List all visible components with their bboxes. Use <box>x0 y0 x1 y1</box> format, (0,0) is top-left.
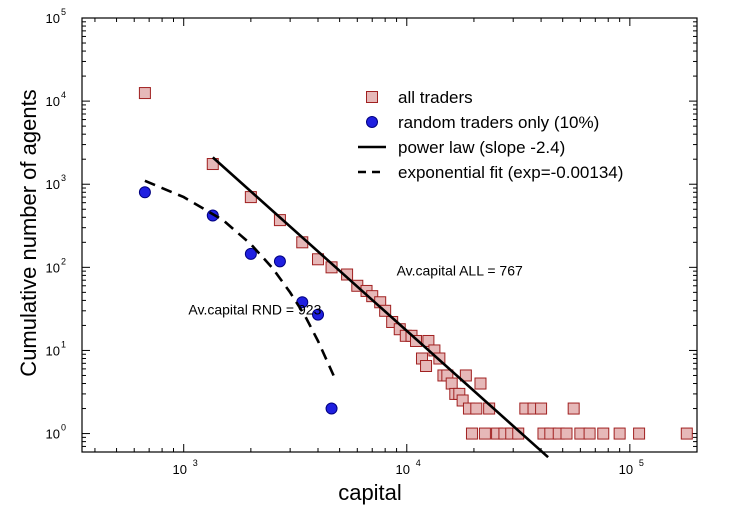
exponential-fit-line <box>144 179 335 377</box>
y-tick-exponent: 5 <box>61 7 66 17</box>
all-traders-point <box>613 427 626 440</box>
y-axis-label: Cumulative number of agents <box>16 89 41 376</box>
annotation-layer: Av.capital ALL = 767 Av.capital RND = 923 <box>188 262 523 317</box>
random-traders-point <box>325 402 338 415</box>
series-2 <box>211 156 549 459</box>
random-traders-point <box>138 186 151 199</box>
legend-label: all traders <box>398 88 473 107</box>
all-traders-point <box>410 334 423 347</box>
y-tick-label: 10 <box>46 177 60 192</box>
legend: all traders random traders only (10%) powe… <box>358 88 623 182</box>
x-axis-label: capital <box>338 480 402 505</box>
x-tick-exponent: 3 <box>193 458 198 468</box>
series-layer <box>138 87 693 459</box>
legend-label: power law (slope -2.4) <box>398 138 565 157</box>
all-traders-point <box>512 427 525 440</box>
all-traders-point <box>680 427 693 440</box>
plot-area <box>81 17 698 453</box>
x-tick-exponent: 5 <box>639 458 644 468</box>
x-tick-label: 10 <box>619 462 633 477</box>
all-traders-point <box>312 253 325 266</box>
x-tick-label: 10 <box>172 462 186 477</box>
all-traders-point <box>341 268 354 281</box>
series-1 <box>138 186 338 415</box>
y-tick-label: 10 <box>46 11 60 26</box>
all-traders-point <box>445 377 458 390</box>
y-tick-label: 10 <box>46 343 60 358</box>
all-traders-point <box>459 369 472 382</box>
random-traders-point <box>273 255 286 268</box>
all-traders-point <box>474 377 487 390</box>
series-3 <box>144 179 335 377</box>
all-traders-point <box>465 427 478 440</box>
all-traders-point <box>535 402 548 415</box>
y-tick-exponent: 2 <box>61 256 66 266</box>
all-traders-point <box>567 402 580 415</box>
legend-dot-marker <box>366 116 378 128</box>
all-traders-point <box>470 402 483 415</box>
all-traders-point <box>560 427 573 440</box>
legend-label: exponential fit (exp=-0.00134) <box>398 163 623 182</box>
all-traders-point <box>273 214 286 227</box>
y-tick-label: 10 <box>46 94 60 109</box>
y-tick-exponent: 1 <box>61 339 66 349</box>
x-axis: 10 3 10 4 10 5 <box>94 18 698 477</box>
annotation-text: Av.capital RND = 923 <box>188 302 321 318</box>
random-traders-point <box>244 247 257 260</box>
annotation-text: Av.capital ALL = 767 <box>397 262 523 278</box>
y-tick-exponent: 4 <box>61 90 66 100</box>
y-tick-label: 10 <box>46 260 60 275</box>
all-traders-point <box>456 394 469 407</box>
x-tick-label: 10 <box>396 462 410 477</box>
y-tick-label: 10 <box>46 427 60 442</box>
all-traders-point <box>583 427 596 440</box>
all-traders-point <box>420 359 433 372</box>
plot-frame <box>81 17 698 453</box>
power-law-line <box>211 156 549 459</box>
legend-square-marker <box>366 91 378 103</box>
all-traders-point <box>633 427 646 440</box>
all-traders-point <box>597 427 610 440</box>
random-traders-point <box>312 308 325 321</box>
legend-label: random traders only (10%) <box>398 113 599 132</box>
y-tick-exponent: 0 <box>61 423 66 433</box>
all-traders-point <box>138 87 151 100</box>
x-tick-exponent: 4 <box>416 458 421 468</box>
all-traders-point <box>422 334 435 347</box>
y-tick-exponent: 3 <box>61 173 66 183</box>
all-traders-point <box>478 427 491 440</box>
